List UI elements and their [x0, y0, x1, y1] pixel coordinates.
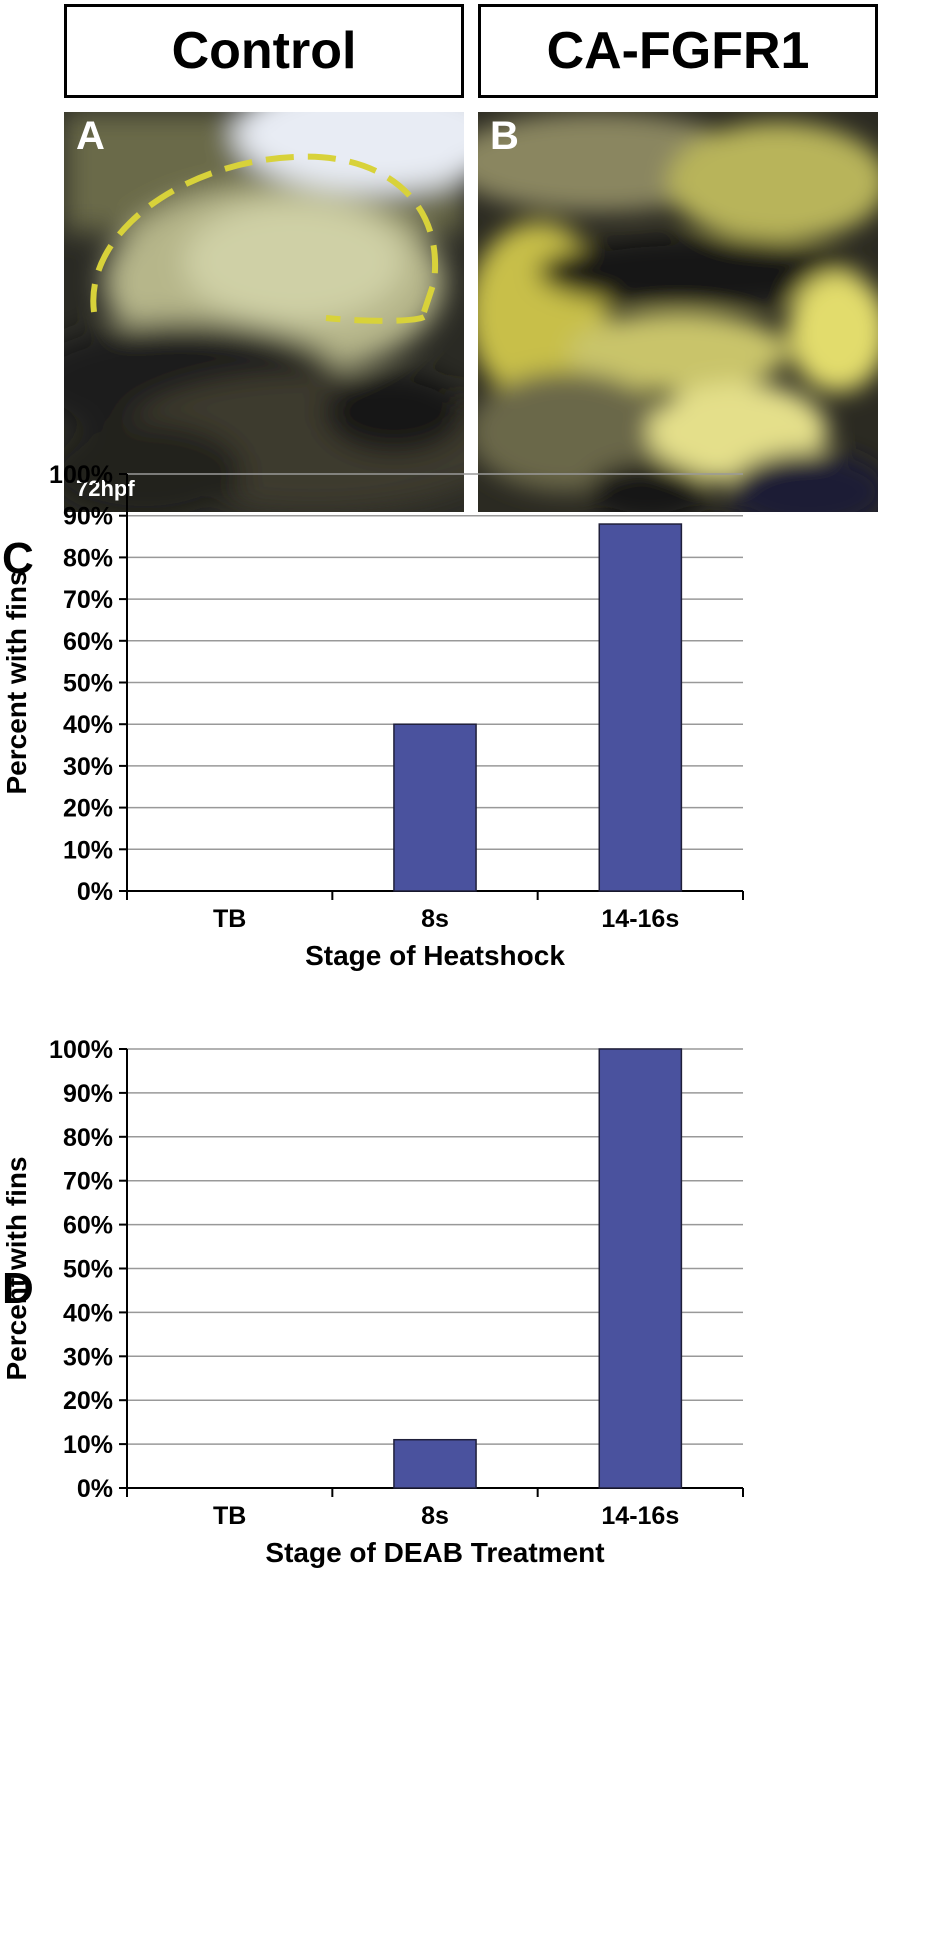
y-tick-label: 20% [63, 1387, 113, 1415]
stage-label: 72hpf [76, 476, 135, 501]
ca-fgfr1-micrograph [478, 112, 878, 512]
bar-8s [393, 723, 477, 892]
y-tick-label: 40% [63, 711, 113, 739]
panel-label-b: B [490, 114, 519, 158]
y-tick-label: 80% [63, 1124, 113, 1152]
x-tick-label: 14-16s [601, 1502, 679, 1530]
y-tick-label: 0% [77, 1475, 113, 1503]
y-axis-label: Percent with fins [1, 570, 32, 794]
fin-outline [90, 153, 439, 313]
bar-14-16s [598, 1048, 683, 1489]
control-micrograph [64, 112, 464, 512]
y-tick-label: 100% [49, 1036, 113, 1064]
y-tick-label: 40% [63, 1299, 113, 1327]
y-tick-label: 0% [77, 878, 113, 906]
x-tick-label: 8s [421, 1502, 449, 1530]
y-tick-label: 30% [63, 1343, 113, 1371]
y-tick-label: 80% [63, 544, 113, 572]
y-tick-label: 90% [63, 1080, 113, 1108]
x-tick-label: TB [213, 905, 246, 933]
y-tick-label: 50% [63, 670, 113, 698]
x-tick-label: 14-16s [601, 905, 679, 933]
y-tick-label: 70% [63, 586, 113, 614]
x-axis-label: Stage of Heatshock [305, 940, 565, 971]
panel-label-c: C [2, 534, 34, 583]
control-header: Control [64, 4, 464, 98]
panel-label-d: D [2, 1264, 34, 1313]
y-tick-label: 20% [63, 795, 113, 823]
y-tick-label: 10% [63, 1431, 113, 1459]
x-tick-label: 8s [421, 905, 449, 933]
ca-fgfr1-header: CA-FGFR1 [478, 4, 878, 98]
y-tick-label: 30% [63, 753, 113, 781]
bar-8s [393, 1438, 477, 1489]
y-tick-label: 10% [63, 836, 113, 864]
y-tick-label: 70% [63, 1168, 113, 1196]
y-tick-label: 60% [63, 1212, 113, 1240]
x-tick-label: TB [213, 1502, 246, 1530]
y-tick-label: 60% [63, 628, 113, 656]
panel-label-a: A [76, 114, 105, 158]
y-tick-label: 50% [63, 1256, 113, 1284]
bar-14-16s [598, 523, 683, 892]
x-axis-label: Stage of DEAB Treatment [265, 1537, 604, 1568]
